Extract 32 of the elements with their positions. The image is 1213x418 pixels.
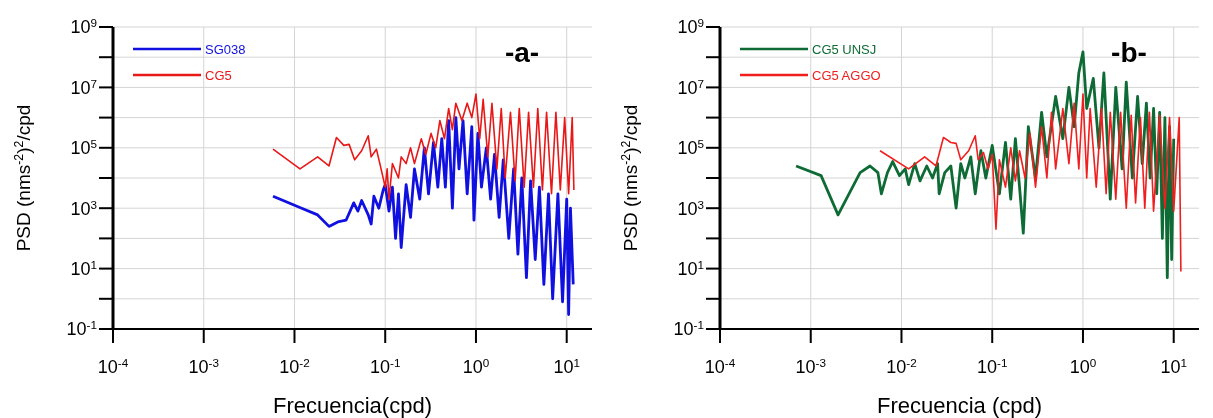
x-tick-label: 10$^{0}$ [1069, 355, 1097, 377]
y-tick-label: 10$^{5}$ [677, 136, 705, 159]
y-tick-label: 10$^{3}$ [70, 197, 97, 219]
x-tick-label: 10$^{-2}$ [886, 355, 917, 377]
y-tick-label: 10$^{5}$ [70, 136, 98, 159]
x-tick-label: 10$^{-4}$ [97, 355, 129, 377]
chart-title: -a- [504, 37, 540, 68]
x-tick-label: 10$^{1}$ [553, 355, 580, 377]
x-tick-label: 10$^{-4}$ [704, 355, 736, 377]
text: CG5 [205, 67, 232, 83]
x-tick-label: 10$^{0}$ [462, 355, 490, 377]
x-tick-label: 10$^{-3}$ [795, 355, 826, 377]
x-axis-title: Frecuencia(cpd) [273, 393, 432, 418]
x-tick-label: 10$^{-1}$ [977, 355, 1008, 377]
chart-title: -b- [1111, 37, 1147, 68]
text: SG038 [205, 41, 246, 57]
x-axis-title: Frecuencia (cpd) [876, 393, 1043, 418]
y-tick-label: 10$^{-1}$ [673, 317, 704, 340]
y-tick-label: 10$^{7}$ [70, 76, 97, 98]
y-tick-label: 10$^{9}$ [70, 15, 97, 38]
text: CG5 UNSJ [812, 41, 877, 57]
text: CG5 AGGO [812, 67, 881, 83]
x-tick-label: 10$^{-1}$ [370, 355, 401, 377]
y-tick-label: 10$^{3}$ [677, 197, 704, 219]
x-tick-label: 10$^{-3}$ [188, 355, 219, 377]
y-tick-label: 10$^{7}$ [677, 76, 704, 98]
y-tick-label: 10$^{-1}$ [66, 317, 97, 340]
y-tick-label: 10$^{9}$ [677, 15, 704, 38]
x-tick-label: 10$^{-2}$ [279, 355, 310, 377]
y-tick-label: 10$^{1}$ [70, 257, 97, 279]
y-tick-label: 10$^{1}$ [677, 257, 704, 279]
x-tick-label: 10$^{1}$ [1160, 355, 1187, 377]
